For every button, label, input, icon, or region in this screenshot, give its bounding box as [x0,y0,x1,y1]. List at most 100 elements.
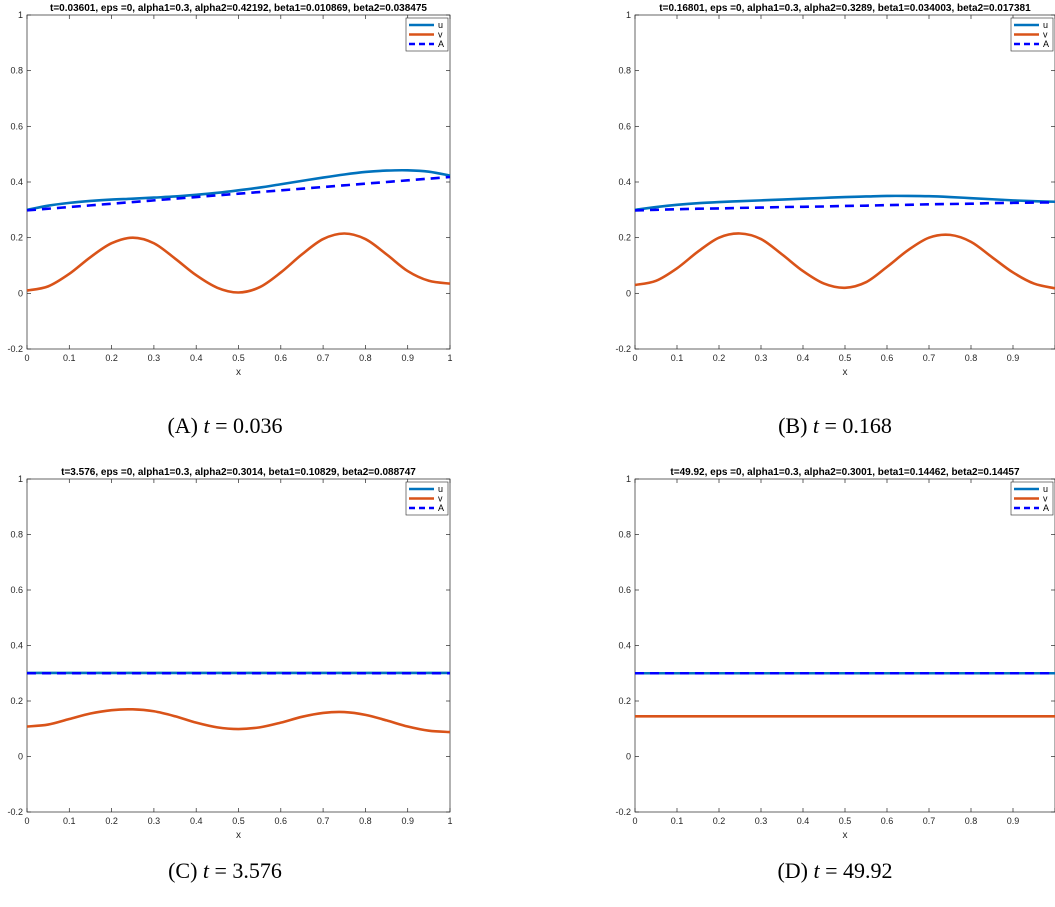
y-tick-label: 0.8 [10,66,23,76]
x-tick-label: 0.4 [797,353,810,363]
caption-label: (A) [167,413,198,438]
legend-label-u: u [438,20,443,30]
y-tick-label: 0.4 [618,641,631,651]
y-tick-label: -0.2 [615,344,631,354]
series-line-u [26,168,451,212]
caption-label: (C) [168,858,198,883]
x-tick-label: 0.1 [671,353,684,363]
x-tick-label: 0.6 [881,816,894,826]
series-line-v [634,232,1055,290]
y-tick-label: 0.6 [618,585,631,595]
caption-d: (D) t = 49.92 [625,858,1045,884]
x-tick-label: 0.9 [1007,353,1020,363]
y-tick-label: 0.4 [10,641,23,651]
x-tick-label: 0.3 [755,353,768,363]
y-tick-label: -0.2 [615,807,631,817]
x-tick-label: 0.6 [881,353,894,363]
x-tick-label: 0.1 [63,816,76,826]
y-tick-label: 0 [18,752,23,762]
legend-label-v: v [438,30,443,40]
chart-title: t=0.16801, eps =0, alpha1=0.3, alpha2=0.… [659,3,1031,14]
x-tick-label: 0.1 [63,353,76,363]
y-tick-label: 1 [18,10,23,20]
x-tick-label: 0.9 [401,353,414,363]
chart-title: t=49.92, eps =0, alpha1=0.3, alpha2=0.30… [670,467,1020,478]
x-tick-label: 0.8 [359,353,372,363]
y-tick-label: 0.8 [618,66,631,76]
series-line-v [26,707,451,734]
y-tick-label: 0.2 [10,696,23,706]
y-tick-label: 0 [18,288,23,298]
x-tick-label: 0.7 [923,353,936,363]
chart-panel-d: t=49.92, eps =0, alpha1=0.3, alpha2=0.30… [608,462,1055,847]
x-tick-label: 0.5 [232,816,245,826]
caption-var: t [202,858,210,883]
caption-c: (C) t = 3.576 [15,858,435,884]
caption-value: = 0.168 [819,413,892,438]
x-tick-label: 0.3 [148,353,161,363]
x-tick-label: 0.2 [105,353,118,363]
x-tick-label: 1 [447,816,452,826]
x-tick-label: 0 [632,816,637,826]
y-tick-label: 0.2 [618,233,631,243]
x-tick-label: 0 [24,353,29,363]
y-tick-label: 0 [626,288,631,298]
x-tick-label: 0.9 [401,816,414,826]
x-tick-label: 0.7 [317,816,330,826]
x-tick-label: 0.4 [797,816,810,826]
legend-label-u: u [1043,484,1048,494]
caption-b: (B) t = 0.168 [625,413,1045,439]
y-tick-label: 1 [18,474,23,484]
x-axis-label: x [236,830,241,841]
chart-svg-d: t=49.92, eps =0, alpha1=0.3, alpha2=0.30… [615,467,1055,841]
series-line-A [634,201,1055,212]
series-line-u [634,194,1055,212]
x-tick-label: 0.2 [713,353,726,363]
x-tick-label: 0.8 [965,353,978,363]
legend-label-A: A [1043,39,1049,49]
plot-area-frame [26,478,451,813]
y-tick-label: 0 [626,752,631,762]
legend-label-v: v [1043,494,1048,504]
caption-value: = 0.036 [209,413,283,438]
x-tick-label: 0.6 [275,353,288,363]
y-tick-label: 0.4 [618,177,631,187]
caption-label: (B) [778,413,808,438]
chart-panel-b: t=0.16801, eps =0, alpha1=0.3, alpha2=0.… [608,0,1055,385]
legend-label-v: v [1043,30,1048,40]
y-tick-label: 0.2 [10,233,23,243]
legend-label-A: A [1043,503,1049,513]
x-tick-label: 0.5 [232,353,245,363]
x-axis-label: x [843,367,848,378]
caption-var: t [203,413,210,438]
chart-panel-a: t=0.03601, eps =0, alpha1=0.3, alpha2=0.… [0,0,470,385]
y-tick-label: 0.6 [10,121,23,131]
x-tick-label: 0.5 [839,816,852,826]
x-tick-label: 0.7 [923,816,936,826]
x-axis-label: x [843,830,848,841]
chart-svg-c: t=3.576, eps =0, alpha1=0.3, alpha2=0.30… [7,467,452,841]
x-tick-label: 0.5 [839,353,852,363]
caption-var: t [812,413,820,438]
caption-value: = 3.576 [209,858,282,883]
legend-label-A: A [438,39,444,49]
legend-label-u: u [1043,20,1048,30]
series-line-v [26,232,451,294]
y-tick-label: -0.2 [7,344,23,354]
caption-a: (A) t = 0.036 [15,413,435,439]
caption-var: t [813,858,820,883]
x-tick-label: 0.6 [275,816,288,826]
y-tick-label: 0.6 [618,121,631,131]
chart-title: t=3.576, eps =0, alpha1=0.3, alpha2=0.30… [61,467,416,478]
chart-svg-b: t=0.16801, eps =0, alpha1=0.3, alpha2=0.… [615,3,1055,378]
x-tick-label: 0.3 [148,816,161,826]
x-tick-label: 0.9 [1007,816,1020,826]
x-tick-label: 0.1 [671,816,684,826]
y-tick-label: 1 [626,474,631,484]
y-tick-label: 0.8 [10,530,23,540]
x-tick-label: 0.3 [755,816,768,826]
x-tick-label: 0.2 [105,816,118,826]
x-tick-label: 0.8 [965,816,978,826]
y-tick-label: -0.2 [7,807,23,817]
series-line-A [26,175,451,212]
